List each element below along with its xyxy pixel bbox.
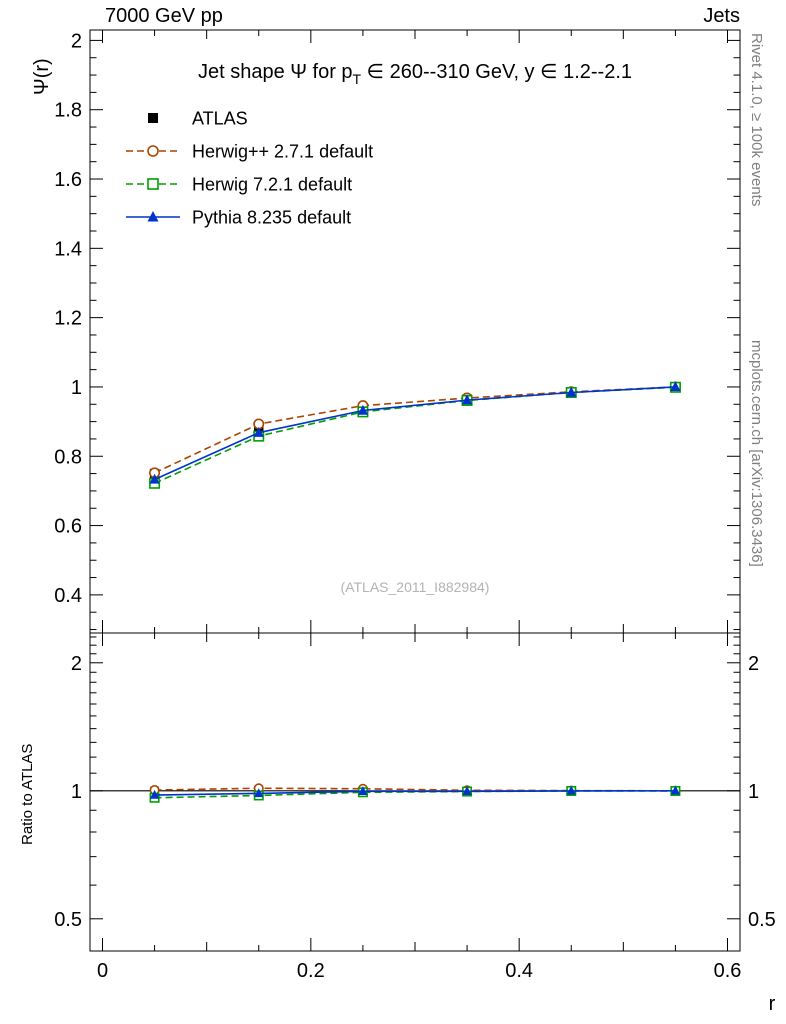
axis-tick-labels: 0.4 0.6 0.8 1 1.2 1.4 1.6 1.8 2 0 0.2 0.4 0.6 0.5 0.5 1… [54,30,776,982]
y-tick-label-main: 0.6 [54,516,82,538]
legend-label: Herwig 7.2.1 default [192,175,352,195]
analysis-id-watermark: (ATLAS_2011_I882984) [341,579,490,595]
main-panel-frame [89,29,741,634]
panel-frames [89,29,741,952]
rivet-version-caption: Rivet 4.1.0, ≥ 100k events [748,33,765,206]
data-point-marker [148,113,158,123]
series-line [154,386,676,474]
y-axis-label-ratio: Ratio to ATLAS [19,744,36,845]
y-tick-label-ratio-right: 1 [748,781,759,803]
legend-entry-atlas: ATLAS [148,109,248,129]
data-point-marker [147,211,159,222]
data-point-marker [358,786,368,796]
ratio-panel-series [149,783,681,803]
series-herwig-2-7-1-default [149,381,681,479]
x-tick-label: 0.6 [714,960,742,982]
mcplots-reference-caption: mcplots.cern.ch [arXiv:1306.3436] [748,340,765,567]
y-tick-label-main: 1.6 [54,169,82,191]
y-tick-label-main: 0.8 [54,446,82,468]
series-pythia-8-235-default [149,785,681,799]
axis-ticks [90,30,740,951]
data-point-marker [253,426,264,437]
y-tick-label-main: 1.8 [54,100,82,122]
y-tick-label-main: 1.4 [54,238,82,260]
y-tick-label-main: 2 [71,30,82,52]
data-point-marker [357,404,369,415]
x-tick-label: 0.2 [297,960,325,982]
series-line [154,386,676,485]
data-point-marker [670,381,681,392]
data-point-marker [147,178,159,190]
y-tick-label-ratio-left: 0.5 [54,909,82,931]
process-label: Jets [703,5,740,27]
y-tick-label-main: 1 [71,377,82,399]
data-point-marker [462,786,472,796]
data-point-marker [670,785,681,795]
series-pythia-8-235-default [149,381,681,484]
main-panel-series [149,381,681,489]
data-point-marker [254,788,264,798]
data-point-marker [566,386,577,397]
legend-label: ATLAS [192,109,248,129]
series-herwig-7-2-1-default [149,381,681,489]
x-tick-label: 0 [97,960,108,982]
y-tick-label-ratio-right: 0.5 [748,909,776,931]
x-axis-label: r [769,993,776,1015]
data-point-marker [149,789,160,799]
y-tick-label-main: 1.2 [54,308,82,330]
legend-label: Herwig++ 2.7.1 default [192,142,373,162]
y-tick-label-ratio-left: 2 [71,653,82,675]
y-axis-label-main: Ψ(r) [31,58,53,95]
beam-label: 7000 GeV pp [105,5,223,27]
legend: ATLAS Herwig++ 2.7.1 default Herwig 7.2.1 … [126,109,373,228]
x-tick-label: 0.4 [505,960,533,982]
legend-label: Pythia 8.235 default [192,208,351,228]
data-point-marker [149,473,160,484]
y-tick-label-ratio-right: 2 [748,653,759,675]
legend-entry-herwig-2-7-1-default: Herwig++ 2.7.1 default [126,142,373,162]
y-tick-label-ratio-left: 1 [71,781,82,803]
series-atlas [149,382,681,479]
y-tick-label-main: 0.4 [54,585,82,607]
series-line [154,386,676,481]
legend-entry-herwig-7-2-1-default: Herwig 7.2.1 default [126,175,352,195]
series-line [154,789,676,796]
data-point-marker [461,394,473,405]
data-point-marker [147,145,159,157]
plot-title: Jet shape Ψ for pT ∈ 260--310 GeV, y ∈ 1… [198,61,632,87]
legend-entry-pythia-8-235-default: Pythia 8.235 default [126,208,351,228]
data-point-marker [566,785,576,795]
